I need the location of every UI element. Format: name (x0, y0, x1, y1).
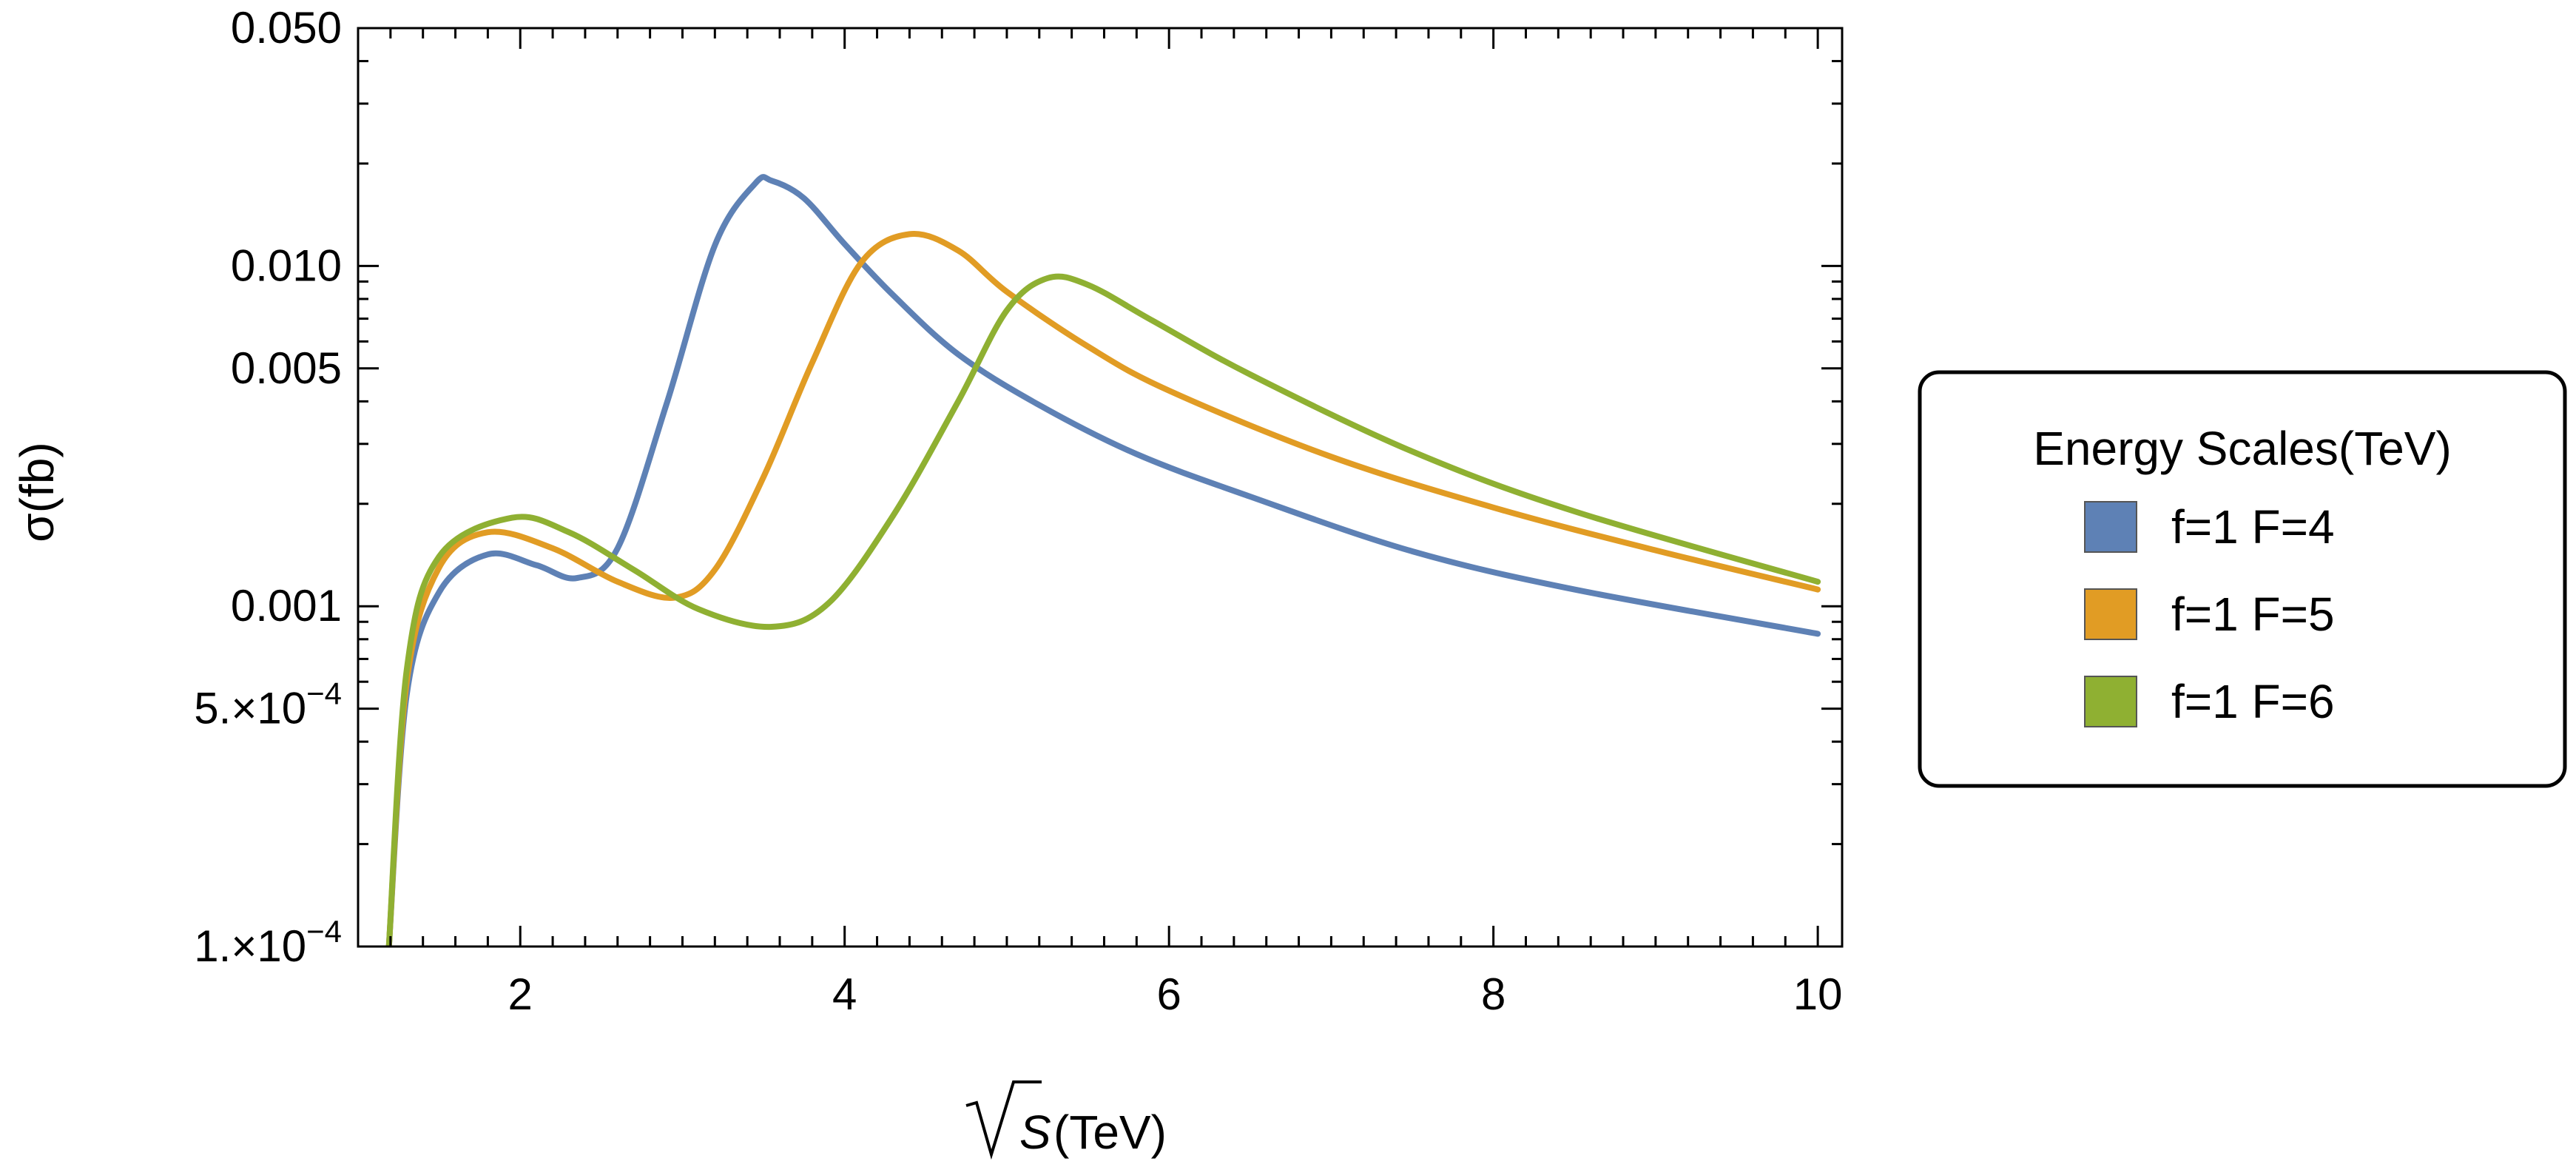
y-tick-label: 0.050 (231, 3, 342, 53)
legend-swatch-3 (2084, 676, 2137, 727)
y-tick-label: 5.×10−4 (194, 676, 342, 733)
y-axis-label: σ(fb) (10, 442, 64, 542)
y-tick-exponent: −4 (306, 914, 342, 949)
x-axis-label-group: S (TeV) (965, 1080, 1167, 1160)
x-tick-label: 4 (832, 969, 857, 1019)
series-lines (385, 174, 1821, 947)
plot-area (385, 174, 1821, 947)
legend-title: Energy Scales(TeV) (2033, 422, 2452, 475)
x-axis-symbol: S (1019, 1106, 1051, 1159)
legend: Energy Scales(TeV) f=1 F=4 f=1 F=5 f=1 F=6 (1918, 370, 2567, 788)
legend-items: f=1 F=4 f=1 F=5 f=1 F=6 (2084, 500, 2335, 728)
x-tick-label: 2 (508, 969, 533, 1019)
x-axis-label: (TeV) (1053, 1106, 1167, 1159)
x-tick-label: 6 (1156, 969, 1181, 1019)
legend-label-1: f=1 F=4 (2171, 500, 2335, 554)
legend-frame (1918, 370, 2567, 788)
series-line-2 (385, 231, 1821, 947)
y-tick-label: 0.001 (231, 581, 342, 631)
y-tick-label: 0.010 (231, 241, 342, 290)
legend-label-2: f=1 F=5 (2171, 588, 2335, 641)
axes: 2 4 6 8 10 0.050 0.010 0.005 0.001 5.×10−4 1.×10−4 (194, 3, 1844, 1019)
x-ticks: 2 4 6 8 10 (389, 28, 1843, 1019)
x-tick-label: 10 (1793, 969, 1843, 1019)
sqrt-symbol (965, 1080, 1042, 1160)
series-line-1 (385, 174, 1821, 947)
legend-swatch-2 (2084, 588, 2137, 640)
y-tick-exponent: −4 (306, 676, 342, 711)
y-tick-label: 1.×10−4 (194, 914, 342, 971)
x-tick-label: 8 (1481, 969, 1506, 1019)
y-tick-label: 0.005 (231, 343, 342, 393)
y-ticks: 0.050 0.010 0.005 0.001 5.×10−4 1.×10−4 (194, 3, 1842, 971)
series-line-3 (385, 273, 1821, 947)
legend-swatch-1 (2084, 501, 2137, 553)
legend-label-3: f=1 F=6 (2171, 675, 2335, 728)
plot-frame (357, 27, 1844, 948)
